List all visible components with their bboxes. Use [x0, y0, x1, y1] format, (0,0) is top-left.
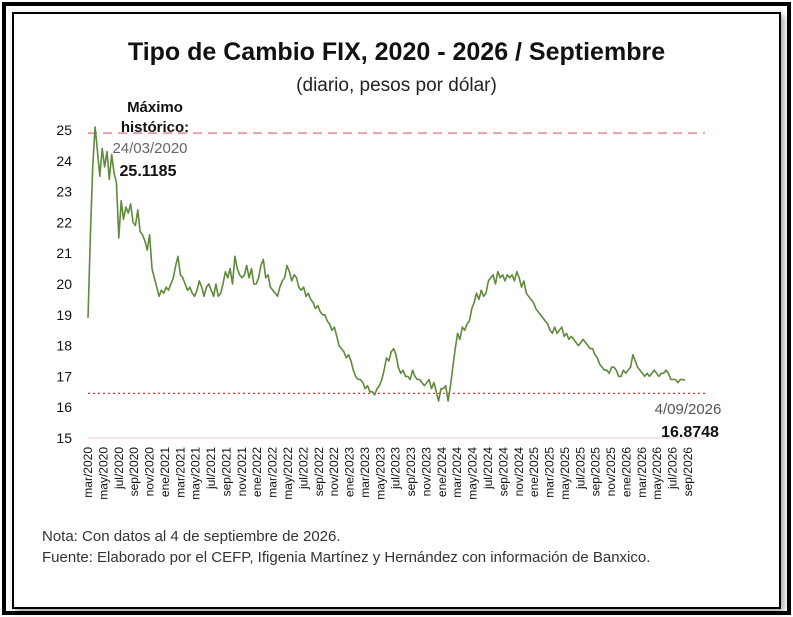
x-tick-label: ene/2021	[158, 447, 172, 497]
x-tick-label: may/2025	[558, 447, 572, 500]
notes-block: Nota: Con datos al 4 de septiembre de 20…	[42, 526, 762, 568]
x-tick-label: may/2023	[373, 447, 387, 500]
x-tick-label: ene/2022	[250, 447, 264, 497]
x-tick-label: jul/2024	[481, 447, 495, 490]
y-tick-label: 17	[56, 368, 72, 384]
y-tick-label: 25	[56, 122, 72, 138]
max-label-line-1: Máximo	[127, 99, 183, 116]
y-tick-label: 22	[56, 214, 72, 230]
max-label-line-2: histórico:	[121, 119, 189, 136]
x-tick-label: may/2020	[96, 447, 110, 500]
max-date-label: 24/03/2020	[112, 140, 187, 157]
x-tick-label: mar/2023	[358, 447, 372, 498]
x-tick-label: nov/2021	[235, 447, 249, 497]
x-tick-label: nov/2024	[512, 447, 526, 497]
x-tick-label: sep/2026	[681, 447, 695, 497]
x-tick-label: sep/2022	[312, 447, 326, 497]
chart-title: Tipo de Cambio FIX, 2020 - 2026 / Septie…	[127, 38, 666, 66]
x-tick-label: nov/2020	[143, 447, 157, 497]
x-tick-label: jul/2020	[112, 447, 126, 490]
x-tick-label: nov/2025	[604, 447, 618, 497]
x-axis-tick-labels: mar/2020 may/2020 jul/2020 sep/2020 nov/2020…	[81, 447, 695, 500]
series-group	[87, 126, 686, 402]
x-tick-label: may/2022	[281, 447, 295, 500]
y-tick-label: 19	[56, 307, 72, 323]
x-tick-label: jul/2025	[573, 447, 587, 490]
x-tick-label: sep/2025	[589, 447, 603, 497]
x-tick-label: jul/2022	[296, 447, 310, 490]
x-tick-label: ene/2023	[343, 447, 357, 497]
y-tick-label: 23	[56, 184, 72, 200]
source-text: Fuente: Elaborado por el CEFP, Ifigenia …	[42, 549, 651, 566]
x-tick-label: may/2026	[650, 447, 664, 500]
max-value-label: 25.1185	[120, 163, 177, 180]
x-tick-label: jul/2023	[389, 447, 403, 490]
y-tick-label: 21	[56, 245, 72, 261]
x-tick-label: nov/2023	[420, 447, 434, 497]
x-tick-label: mar/2024	[450, 447, 464, 498]
x-tick-label: sep/2020	[127, 447, 141, 497]
last-value-label: 16.8748	[661, 424, 719, 441]
x-tick-label: may/2024	[466, 447, 480, 500]
series-line	[87, 126, 686, 402]
y-tick-label: 16	[56, 399, 72, 415]
x-tick-label: mar/2025	[543, 447, 557, 498]
x-tick-label: sep/2023	[404, 447, 418, 497]
y-tick-label: 18	[56, 338, 72, 354]
x-tick-label: jul/2021	[204, 447, 218, 490]
reference-lines	[88, 132, 705, 439]
x-tick-label: jul/2026	[666, 447, 680, 490]
y-tick-label: 20	[56, 276, 72, 292]
last-date-label: 4/09/2026	[655, 401, 722, 418]
x-tick-label: ene/2024	[435, 447, 449, 497]
y-axis-tick-labels: 15 16 17 18 19 20 21 22 23 24 25	[56, 122, 72, 446]
note-text: Nota: Con datos al 4 de septiembre de 20…	[42, 528, 341, 545]
x-tick-label: may/2021	[189, 447, 203, 500]
x-tick-label: mar/2022	[266, 447, 280, 498]
x-tick-label: sep/2024	[496, 447, 510, 497]
x-tick-label: nov/2022	[327, 447, 341, 497]
x-tick-label: mar/2026	[635, 447, 649, 498]
inner-frame	[12, 12, 781, 609]
x-tick-label: mar/2021	[173, 447, 187, 498]
x-tick-label: sep/2021	[220, 447, 234, 497]
x-tick-label: ene/2025	[527, 447, 541, 497]
x-tick-label: mar/2020	[81, 447, 95, 498]
chart-subtitle: (diario, pesos por dólar)	[296, 75, 497, 96]
x-tick-label: ene/2026	[620, 447, 634, 497]
y-tick-label: 15	[56, 430, 72, 446]
y-tick-label: 24	[56, 153, 72, 169]
